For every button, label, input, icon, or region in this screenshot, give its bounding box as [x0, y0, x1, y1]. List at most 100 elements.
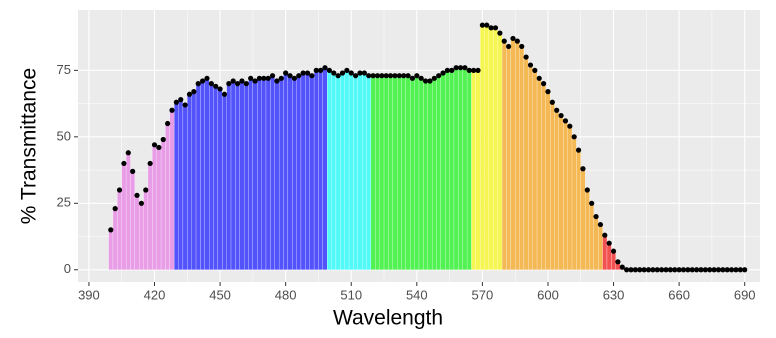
point	[261, 75, 267, 81]
point	[313, 67, 319, 73]
bar	[545, 91, 551, 270]
bar	[182, 104, 188, 270]
point	[602, 232, 608, 238]
point	[353, 73, 359, 79]
point	[606, 240, 612, 246]
point	[724, 267, 730, 273]
x-tick-label: 690	[734, 287, 756, 302]
bar	[274, 80, 280, 270]
bar	[418, 78, 424, 270]
bar	[165, 123, 170, 270]
point	[112, 206, 118, 212]
point	[138, 200, 144, 206]
point	[479, 22, 485, 28]
bar	[506, 46, 511, 270]
point	[506, 43, 512, 50]
bar	[222, 94, 227, 270]
bar	[318, 70, 323, 270]
bar	[493, 27, 498, 270]
bar	[497, 33, 503, 270]
point	[396, 73, 402, 79]
point	[230, 78, 236, 84]
point	[707, 267, 713, 273]
bar	[278, 78, 284, 270]
y-tick-label: 50	[57, 128, 71, 143]
bar	[405, 75, 411, 270]
bar	[226, 83, 232, 270]
bar	[244, 83, 249, 270]
bar	[471, 70, 476, 270]
bar	[606, 243, 612, 270]
bar	[383, 75, 389, 270]
x-tick-label: 510	[340, 287, 362, 302]
bar	[340, 72, 345, 270]
point	[584, 187, 590, 193]
point	[654, 267, 660, 273]
x-tick-label: 480	[275, 287, 297, 302]
x-tick-label: 450	[209, 287, 231, 302]
point	[269, 73, 276, 79]
point	[645, 267, 652, 273]
bar	[523, 56, 529, 270]
point	[217, 86, 223, 92]
point	[387, 73, 394, 79]
point	[422, 78, 429, 84]
point	[466, 67, 472, 73]
point	[199, 78, 206, 84]
point	[405, 73, 411, 79]
point	[366, 73, 372, 79]
bar	[322, 67, 328, 270]
point	[549, 99, 555, 105]
bar	[536, 78, 542, 270]
point	[571, 134, 577, 140]
bar	[174, 102, 179, 270]
bar	[265, 78, 271, 270]
point	[248, 75, 254, 81]
point	[694, 267, 700, 273]
bar	[344, 70, 350, 270]
x-tick-label: 600	[537, 287, 559, 302]
point	[221, 91, 228, 97]
bar	[567, 126, 573, 270]
bar	[252, 80, 258, 270]
bar	[230, 80, 236, 270]
point	[532, 67, 538, 73]
bar	[209, 83, 214, 270]
bar	[152, 144, 157, 270]
point	[344, 67, 350, 73]
bar	[598, 224, 603, 270]
point	[414, 73, 420, 79]
point	[134, 192, 140, 198]
point	[392, 73, 398, 79]
point	[689, 267, 695, 273]
point	[558, 112, 564, 119]
point	[637, 267, 643, 273]
bar	[379, 75, 385, 270]
bar	[327, 70, 332, 270]
bar	[571, 136, 577, 270]
bar	[191, 91, 197, 270]
bar	[423, 80, 428, 270]
bar	[357, 72, 363, 270]
point	[374, 73, 381, 79]
bar	[366, 75, 372, 270]
bar	[134, 195, 140, 270]
point	[160, 136, 166, 143]
bar	[589, 203, 594, 270]
bar	[375, 75, 380, 270]
point	[239, 78, 245, 84]
point	[165, 120, 171, 127]
point	[182, 102, 188, 108]
point	[519, 43, 525, 50]
x-tick-label: 420	[144, 287, 166, 302]
bar	[392, 75, 398, 270]
bar	[200, 80, 205, 270]
y-tick-label: 75	[57, 62, 71, 77]
point	[169, 107, 175, 113]
point	[173, 99, 179, 105]
point	[593, 213, 599, 220]
point	[615, 259, 621, 265]
point	[580, 166, 586, 172]
bar	[331, 72, 337, 270]
bar	[611, 251, 616, 270]
